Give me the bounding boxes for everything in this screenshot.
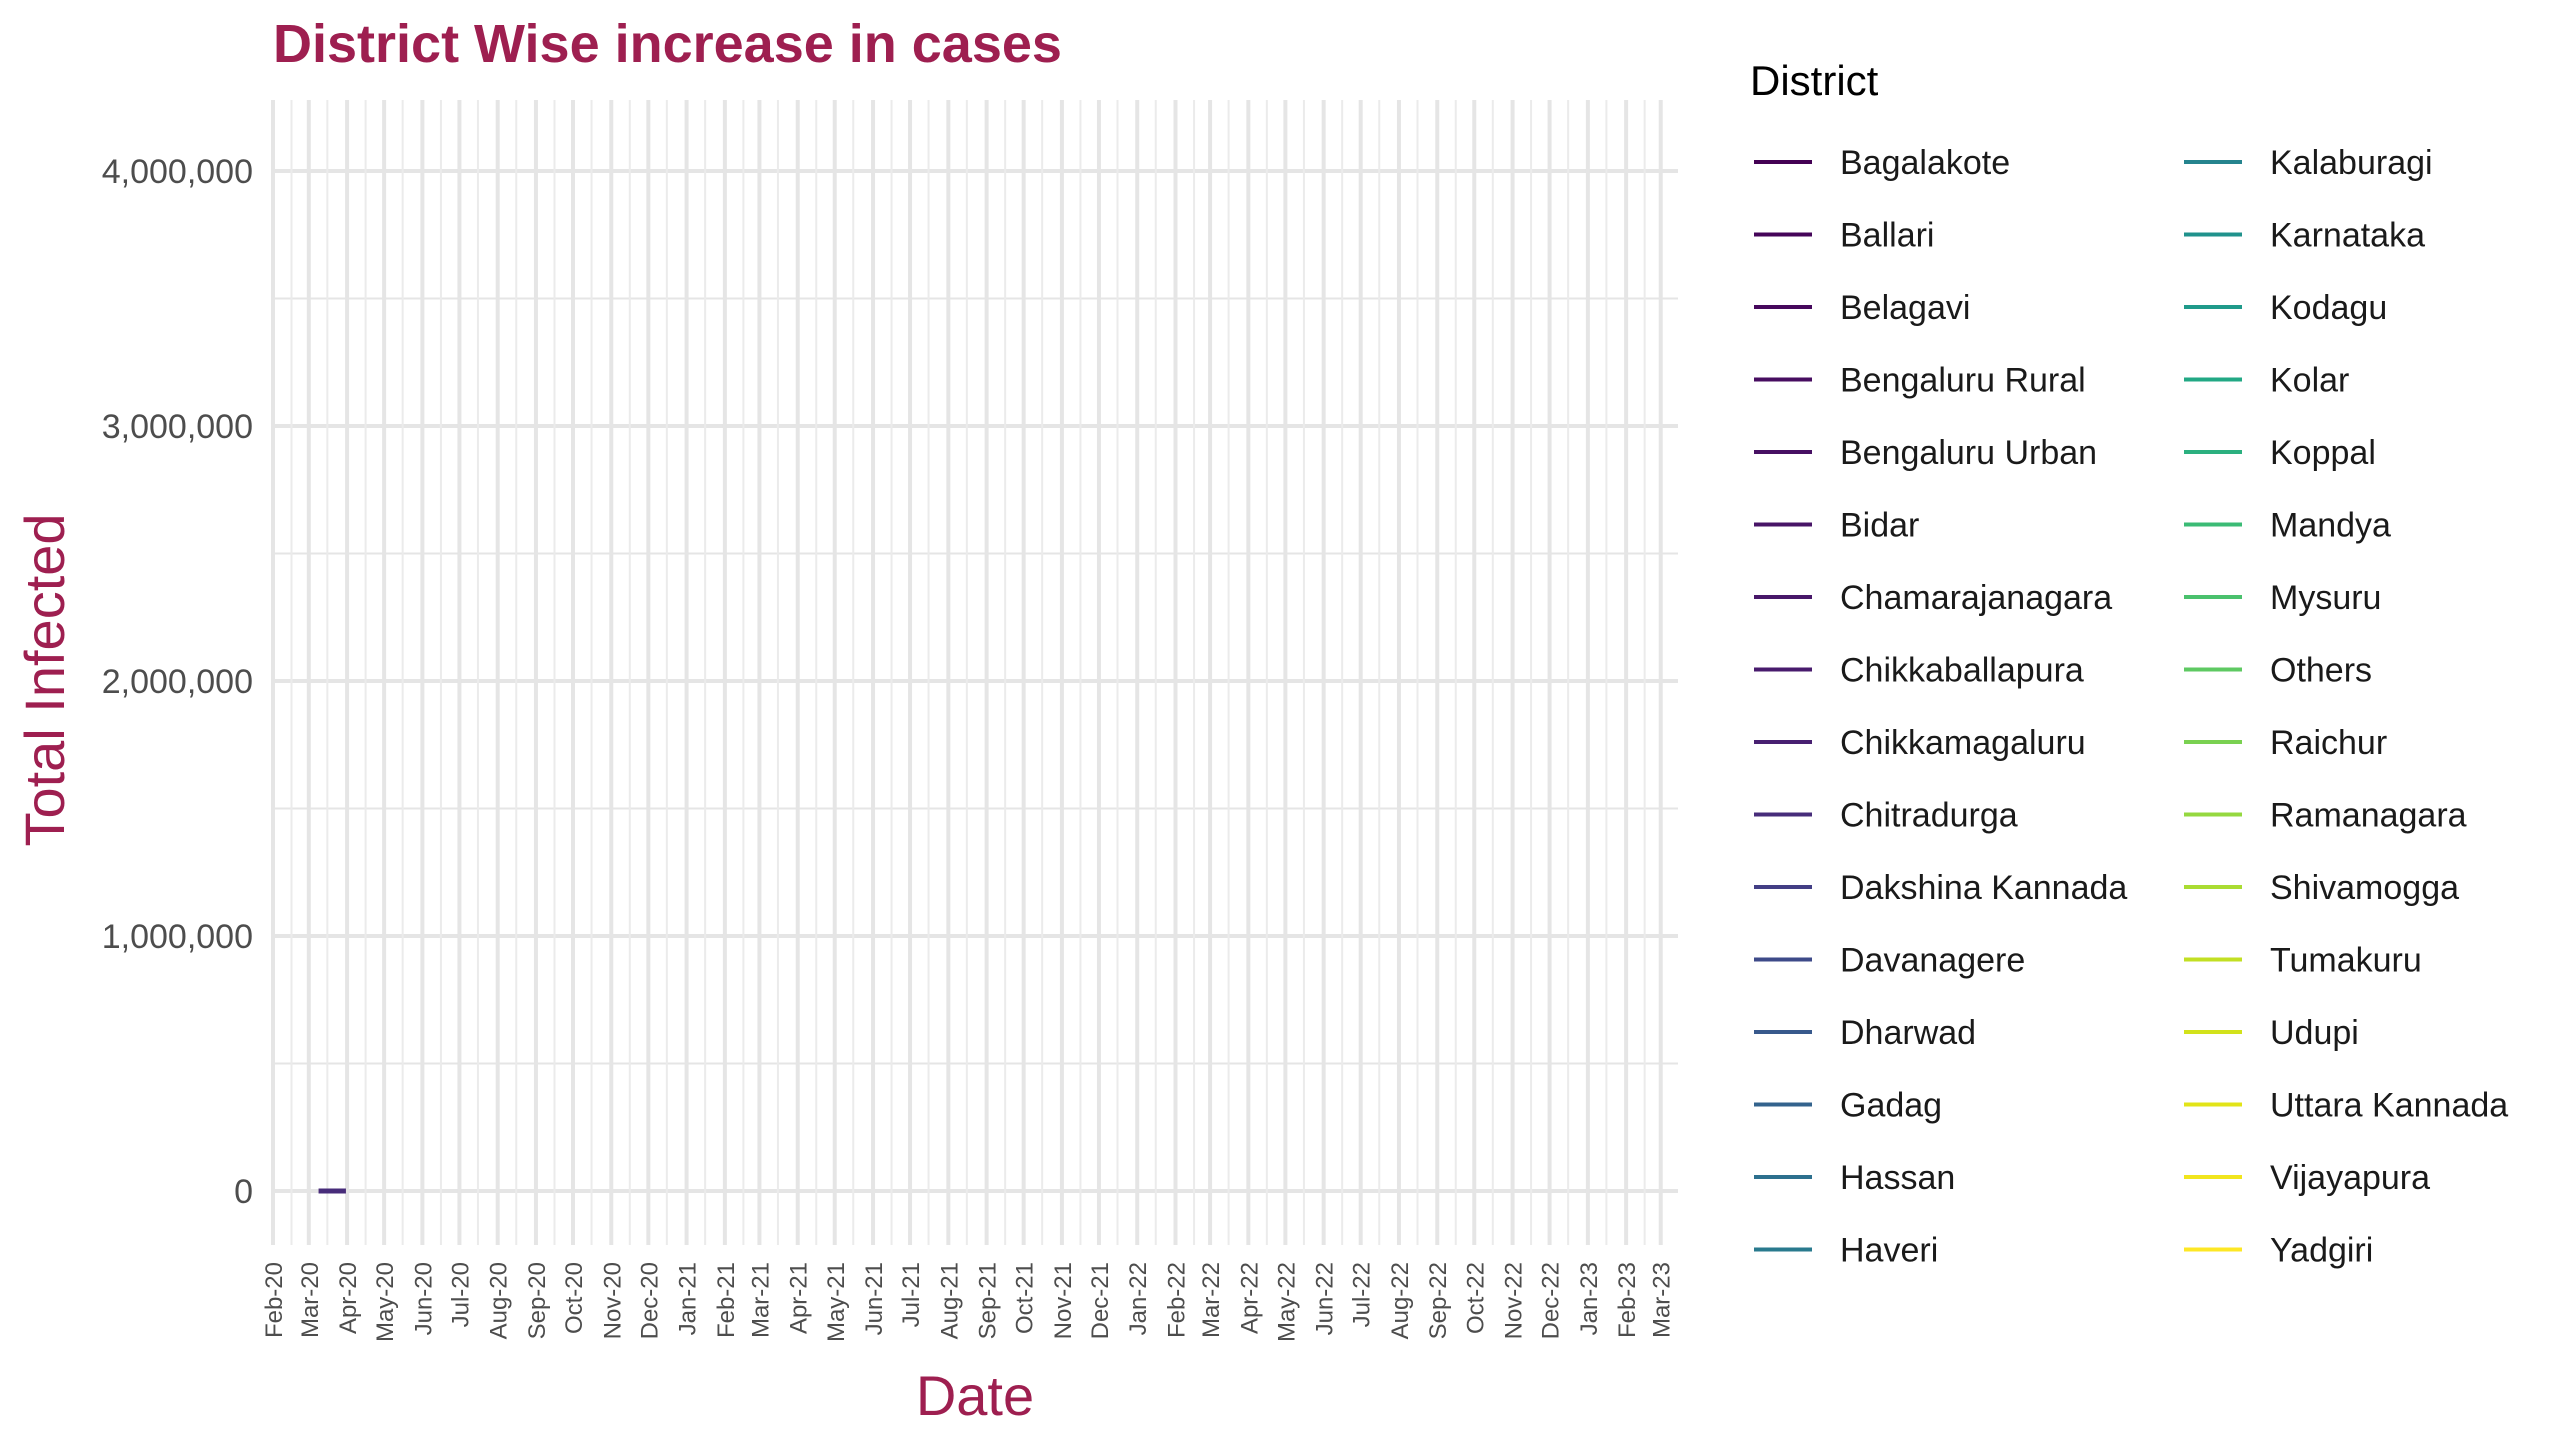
legend-label-bengaluru-urban: Bengaluru Urban <box>1840 434 2097 472</box>
x-tick-label: Jul-22 <box>1349 1262 1376 1327</box>
x-tick-label: Nov-22 <box>1501 1262 1528 1339</box>
legend-label-karnataka: Karnataka <box>2270 217 2425 255</box>
x-axis-ticks: Feb-20 Mar-20 Apr-20 May-20 Jun-20 Jul-20 Aug-… <box>261 1262 1676 1342</box>
x-tick-label: Apr-20 <box>335 1262 362 1334</box>
x-tick-label: Jan-23 <box>1576 1262 1603 1335</box>
legend-label-belagavi: Belagavi <box>1840 289 1970 327</box>
legend-label-bagalakote: Bagalakote <box>1840 144 2010 182</box>
x-tick-label: Jan-22 <box>1125 1262 1152 1335</box>
legend-label-yadgiri: Yadgiri <box>2270 1232 2373 1270</box>
y-axis-ticks: 0 1,000,000 2,000,000 3,000,000 4,000,000 <box>102 153 253 1211</box>
legend-label-raichur: Raichur <box>2270 724 2387 762</box>
legend-label-chikkaballapura: Chikkaballapura <box>1840 652 2084 690</box>
legend-label-kolar: Kolar <box>2270 362 2349 400</box>
y-tick-label: 0 <box>234 1173 253 1211</box>
legend-label-hassan: Hassan <box>1840 1159 1955 1197</box>
x-tick-label: Mar-20 <box>297 1262 324 1338</box>
x-tick-label: Sep-21 <box>975 1262 1002 1339</box>
x-tick-label: Aug-20 <box>486 1262 513 1339</box>
x-tick-label: Dec-21 <box>1087 1262 1114 1339</box>
x-tick-label: May-20 <box>372 1262 399 1342</box>
x-tick-label: Feb-21 <box>713 1262 740 1338</box>
legend-label-chamarajanagara: Chamarajanagara <box>1840 579 2112 617</box>
x-tick-label: May-21 <box>823 1262 850 1342</box>
x-tick-label: Jul-21 <box>898 1262 925 1327</box>
x-tick-label: Nov-21 <box>1050 1262 1077 1339</box>
legend-label-gadag: Gadag <box>1840 1087 1942 1125</box>
x-tick-label: Oct-20 <box>561 1262 588 1334</box>
x-tick-label: Oct-21 <box>1012 1262 1039 1334</box>
x-axis-label: Date <box>916 1364 1034 1427</box>
x-tick-label: Dec-20 <box>636 1262 663 1339</box>
legend-label-mandya: Mandya <box>2270 507 2391 545</box>
legend-label-dakshina-kannada: Dakshina Kannada <box>1840 869 2127 907</box>
legend-label-tumakuru: Tumakuru <box>2270 942 2422 980</box>
grid <box>271 100 1678 1245</box>
legend-label-davanagere: Davanagere <box>1840 942 2025 980</box>
legend-label-ballari: Ballari <box>1840 217 1934 255</box>
legend-label-chitradurga: Chitradurga <box>1840 797 2018 835</box>
y-tick-label: 3,000,000 <box>102 408 253 446</box>
x-tick-label: Mar-21 <box>747 1262 774 1338</box>
legend-label-haveri: Haveri <box>1840 1232 1938 1270</box>
legend-label-chikkamagaluru: Chikkamagaluru <box>1840 724 2086 762</box>
x-tick-label: Apr-21 <box>786 1262 813 1334</box>
legend-label-others: Others <box>2270 652 2372 690</box>
legend-label-kodagu: Kodagu <box>2270 289 2387 327</box>
x-tick-label: May-22 <box>1273 1262 1300 1342</box>
legend-label-ramanagara: Ramanagara <box>2270 797 2467 835</box>
x-tick-label: Oct-22 <box>1462 1262 1489 1334</box>
legend-label-vijayapura: Vijayapura <box>2270 1159 2430 1197</box>
legend-title: District <box>1750 57 1879 104</box>
x-tick-label: Feb-20 <box>261 1262 288 1338</box>
legend: District Bagalakote Ballari Belagavi Bengal… <box>1750 57 2508 1270</box>
x-tick-label: Mar-23 <box>1649 1262 1676 1338</box>
legend-label-uttara-kannada: Uttara Kannada <box>2270 1087 2508 1125</box>
x-tick-label: Jul-20 <box>447 1262 474 1327</box>
legend-label-bidar: Bidar <box>1840 507 1919 545</box>
x-tick-label: Dec-22 <box>1538 1262 1565 1339</box>
x-tick-label: Jan-21 <box>675 1262 702 1335</box>
x-tick-label: Mar-22 <box>1198 1262 1225 1338</box>
legend-label-mysuru: Mysuru <box>2270 579 2381 617</box>
y-axis-label: Total Infected <box>13 513 76 846</box>
legend-label-bengaluru-rural: Bengaluru Rural <box>1840 362 2086 400</box>
x-tick-label: Jun-21 <box>861 1262 888 1335</box>
x-tick-label: Sep-22 <box>1425 1262 1452 1339</box>
legend-label-koppal: Koppal <box>2270 434 2376 472</box>
y-tick-label: 2,000,000 <box>102 663 253 701</box>
x-tick-label: Nov-20 <box>599 1262 626 1339</box>
x-tick-label: Feb-23 <box>1614 1262 1641 1338</box>
legend-label-shivamogga: Shivamogga <box>2270 869 2459 907</box>
x-tick-label: Jun-20 <box>410 1262 437 1335</box>
x-tick-label: Jun-22 <box>1312 1262 1339 1335</box>
x-tick-label: Feb-22 <box>1164 1262 1191 1338</box>
x-tick-label: Aug-21 <box>936 1262 963 1339</box>
legend-label-udupi: Udupi <box>2270 1014 2359 1052</box>
x-tick-label: Apr-22 <box>1236 1262 1263 1334</box>
legend-label-dharwad: Dharwad <box>1840 1014 1976 1052</box>
y-tick-label: 1,000,000 <box>102 918 253 956</box>
y-tick-label: 4,000,000 <box>102 153 253 191</box>
x-tick-label: Aug-22 <box>1387 1262 1414 1339</box>
legend-label-kalaburagi: Kalaburagi <box>2270 144 2433 182</box>
chart-title: District Wise increase in cases <box>273 14 1062 74</box>
x-tick-label: Sep-20 <box>524 1262 551 1339</box>
